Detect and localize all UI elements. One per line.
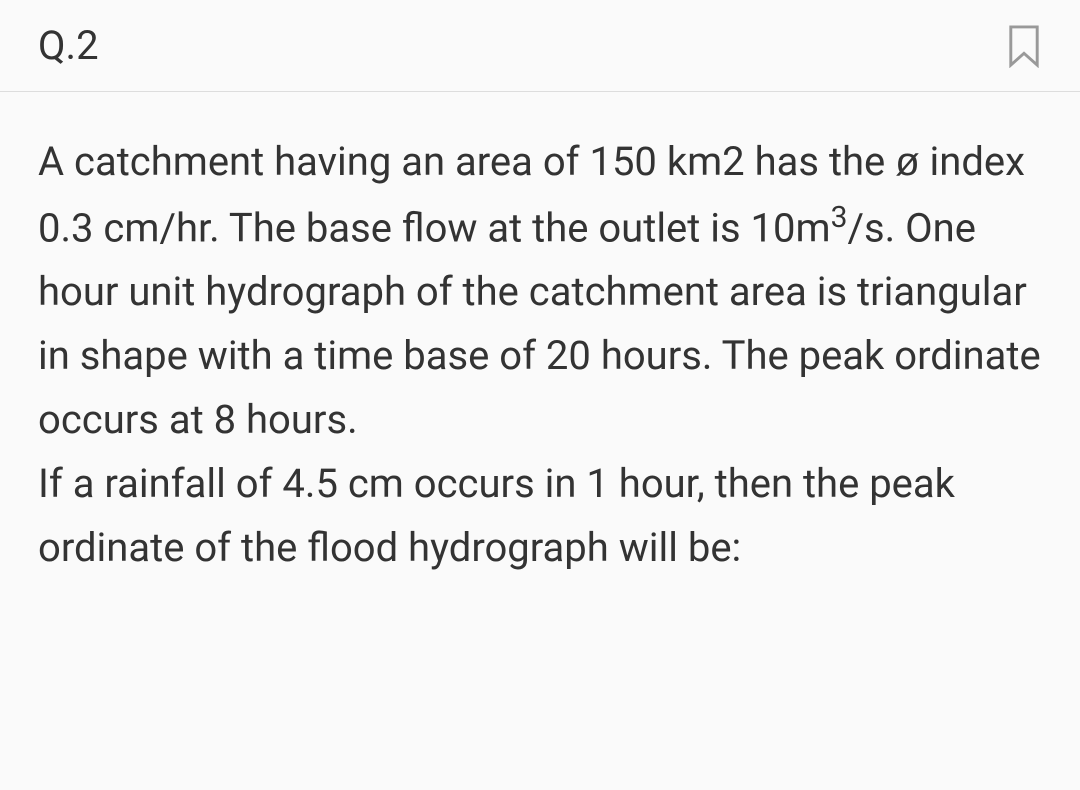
phi-symbol: ø (895, 140, 919, 184)
question-number: Q.2 (38, 22, 99, 69)
text-segment-1: A catchment having an area of 150 km2 ha… (38, 138, 895, 185)
question-text: A catchment having an area of 150 km2 ha… (38, 130, 1042, 580)
bookmark-button[interactable] (1006, 24, 1042, 68)
superscript-3: 3 (831, 200, 848, 235)
text-segment-4: If a rainfall of 4.5 cm occurs in 1 hour… (38, 460, 955, 571)
question-content: A catchment having an area of 150 km2 ha… (0, 92, 1080, 580)
question-header: Q.2 (0, 0, 1080, 92)
bookmark-icon (1006, 24, 1042, 68)
